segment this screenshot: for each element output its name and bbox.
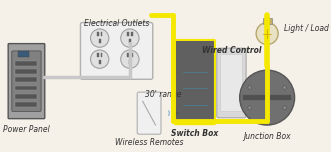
Circle shape (283, 86, 286, 89)
Text: Wireless Remotes: Wireless Remotes (115, 138, 183, 147)
FancyBboxPatch shape (175, 40, 215, 124)
Circle shape (121, 29, 139, 47)
FancyBboxPatch shape (80, 22, 153, 79)
Bar (16, 78, 37, 82)
Text: Wired Control: Wired Control (202, 46, 261, 55)
Text: Junction Box: Junction Box (243, 132, 291, 141)
Bar (127, 53, 129, 57)
FancyBboxPatch shape (137, 92, 161, 134)
Bar (16, 102, 37, 107)
Bar (243, 95, 291, 100)
Text: Light / Load: Light / Load (284, 24, 328, 33)
Circle shape (283, 106, 286, 109)
Text: 30' range: 30' range (145, 90, 181, 99)
Text: Electrical Outlets: Electrical Outlets (84, 19, 149, 28)
Bar (127, 32, 129, 36)
Text: Power Panel: Power Panel (3, 125, 50, 134)
Bar (101, 32, 102, 36)
Bar (16, 94, 37, 98)
Bar (97, 32, 99, 36)
Text: Switch Box: Switch Box (171, 129, 218, 138)
Bar (16, 61, 37, 66)
Bar (129, 60, 131, 64)
Bar (18, 51, 29, 57)
Bar (129, 39, 131, 43)
Circle shape (90, 50, 109, 68)
Circle shape (90, 29, 109, 47)
Circle shape (121, 50, 139, 68)
Circle shape (240, 70, 295, 125)
Bar (97, 53, 99, 57)
Bar (16, 69, 37, 74)
Bar (262, 18, 272, 24)
Bar (131, 53, 133, 57)
FancyBboxPatch shape (220, 55, 242, 111)
Circle shape (248, 106, 252, 109)
Bar (101, 53, 102, 57)
FancyBboxPatch shape (217, 48, 246, 118)
Bar (99, 39, 101, 43)
FancyBboxPatch shape (8, 44, 45, 119)
Circle shape (256, 22, 278, 45)
Bar (131, 32, 133, 36)
Bar (99, 60, 101, 64)
Circle shape (248, 86, 252, 89)
FancyBboxPatch shape (12, 51, 41, 111)
Bar (16, 86, 37, 90)
